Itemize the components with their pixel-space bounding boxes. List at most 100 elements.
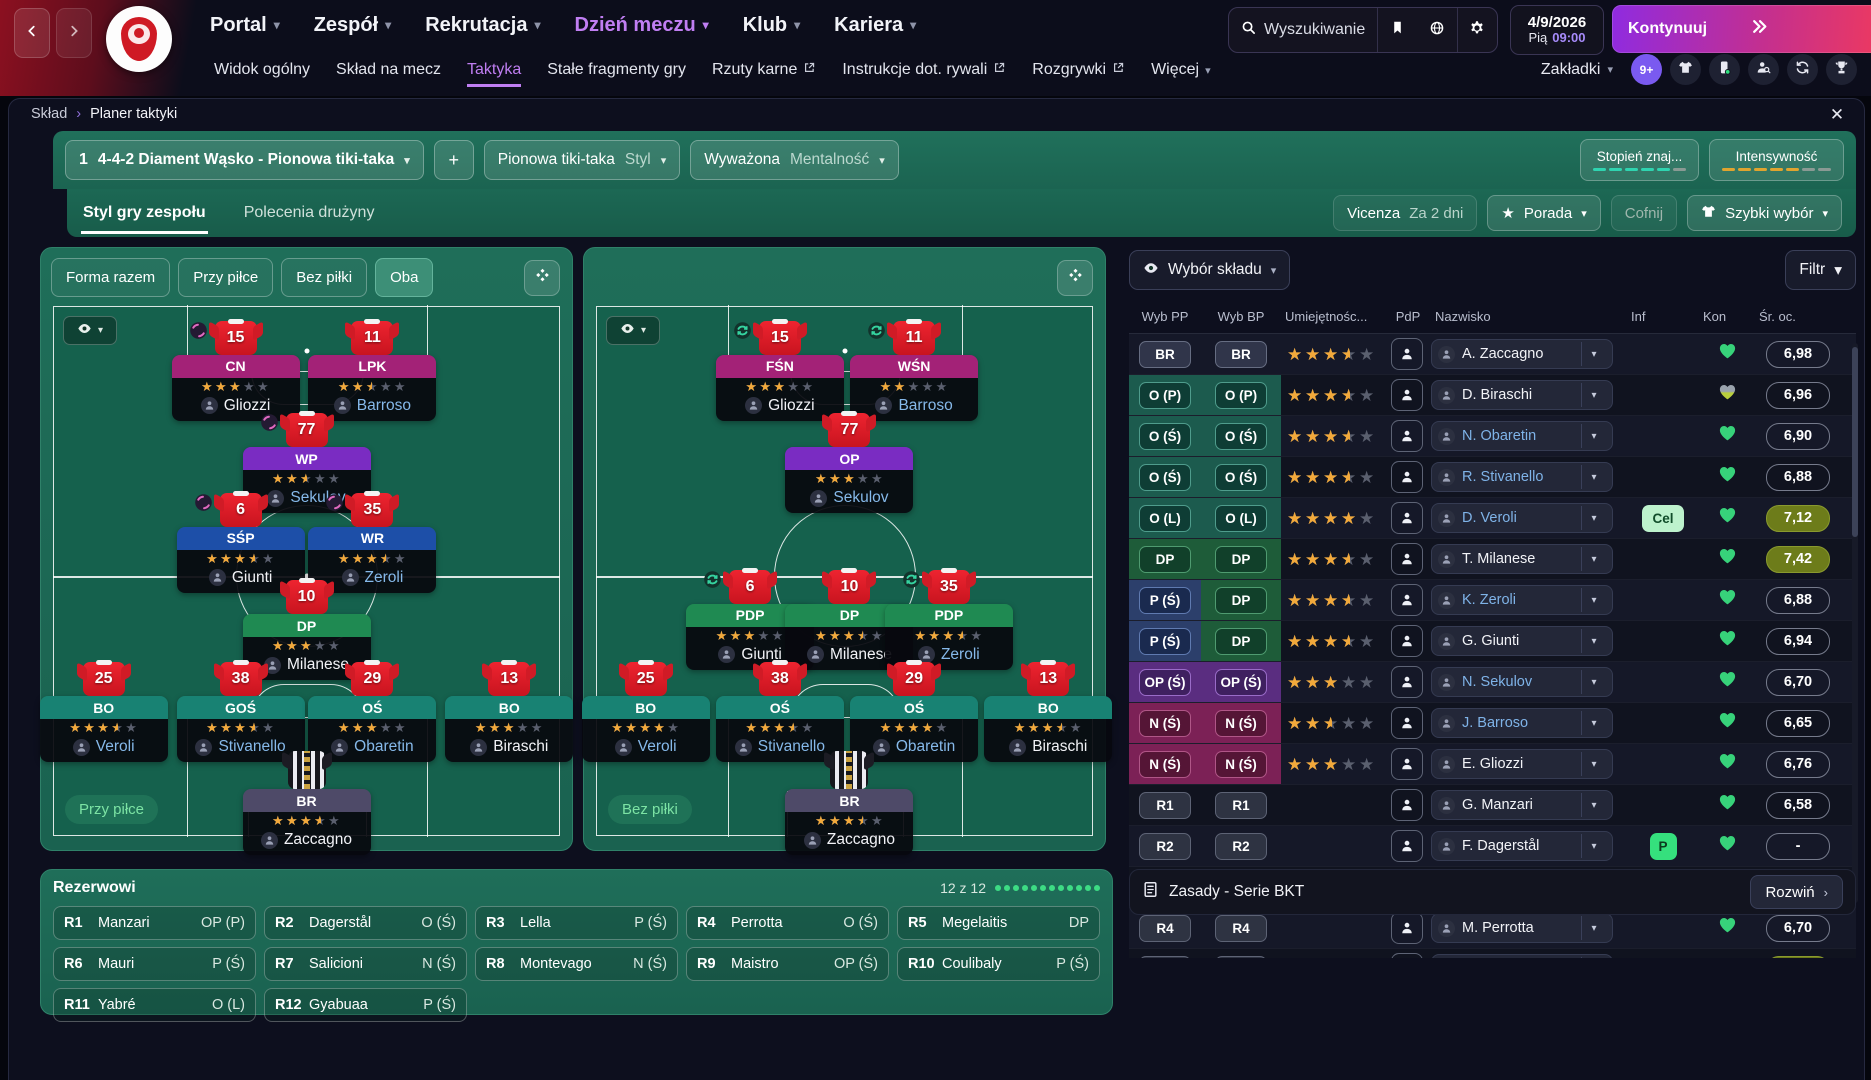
breadcrumb-squad[interactable]: Skład [31, 106, 68, 122]
scrollbar-thumb[interactable] [1852, 347, 1858, 537]
mentality-dropdown[interactable]: Wyważona Mentalność ▾ [690, 140, 899, 180]
player-detail-button[interactable] [1391, 420, 1423, 452]
player-select-dropdown[interactable]: D. Biraschi ▾ [1431, 380, 1613, 410]
subnav-item-rzuty-karne[interactable]: Rzuty karne [712, 61, 816, 87]
chevron-down-icon[interactable]: ▾ [1581, 424, 1606, 448]
position-badge[interactable]: P (Ś) [1139, 627, 1191, 655]
reserve-chip-r11[interactable]: R11 Yabré O (L) [53, 988, 256, 1022]
squad-button[interactable] [1670, 54, 1701, 85]
expand-button[interactable]: Rozwiń › [1750, 875, 1843, 909]
player-select-dropdown[interactable]: N. Obaretin ▾ [1431, 421, 1613, 451]
player-detail-button[interactable] [1391, 830, 1423, 862]
reports-button[interactable] [1709, 54, 1740, 85]
position-badge[interactable]: R5 [1215, 955, 1267, 958]
pitch-player-zaccagno[interactable]: BR★★★★★★★★★★Zaccagno [785, 751, 914, 856]
player-select-dropdown[interactable]: M. Perrotta ▾ [1431, 913, 1613, 943]
column-header-4[interactable]: PdP [1395, 308, 1421, 324]
bookmark-button[interactable] [1378, 8, 1417, 52]
player-select-dropdown[interactable]: E. Gliozzi ▾ [1431, 749, 1613, 779]
nav-item-rekrutacja[interactable]: Rekrutacja ▾ [425, 14, 540, 37]
player-select-dropdown[interactable]: J. Barroso ▾ [1431, 708, 1613, 738]
column-header-2[interactable]: Wyb BP [1217, 308, 1265, 324]
player-select-dropdown[interactable]: D. Veroli ▾ [1431, 503, 1613, 533]
chevron-down-icon[interactable]: ▾ [1581, 670, 1606, 694]
player-select-dropdown[interactable]: G. Manzari ▾ [1431, 790, 1613, 820]
nav-item-portal[interactable]: Portal ▾ [210, 14, 280, 37]
tactic-slot-dropdown[interactable]: 1 4-4-2 Diament Wąsko - Pionowa tiki-tak… [65, 140, 424, 180]
column-header-3[interactable]: Umiejętnośc... [1285, 308, 1368, 324]
position-badge[interactable]: R4 [1139, 914, 1191, 942]
position-badge[interactable]: N (Ś) [1139, 709, 1191, 737]
familiarity-button[interactable]: Stopień znaj... [1580, 139, 1699, 181]
position-badge[interactable]: R2 [1215, 832, 1267, 860]
position-badge[interactable]: O (Ś) [1215, 422, 1267, 450]
reserve-chip-r10[interactable]: R10 Coulibaly P (Ś) [897, 947, 1100, 981]
reserve-chip-r7[interactable]: R7 Salicioni N (Ś) [264, 947, 467, 981]
back-button[interactable] [14, 8, 50, 58]
subnav-item-stałe-fragmenty-gry[interactable]: Stałe fragmenty gry [547, 61, 686, 87]
position-badge[interactable]: O (L) [1215, 504, 1267, 532]
position-badge[interactable]: N (Ś) [1139, 750, 1191, 778]
reserve-chip-r12[interactable]: R12 Gyabuaa P (Ś) [264, 988, 467, 1022]
position-badge[interactable]: O (P) [1139, 381, 1191, 409]
pitch-view-button[interactable] [524, 260, 560, 296]
reserve-chip-r4[interactable]: R4 Perrotta O (Ś) [686, 906, 889, 940]
player-detail-button[interactable] [1391, 748, 1423, 780]
player-detail-button[interactable] [1391, 953, 1423, 958]
player-detail-button[interactable] [1391, 625, 1423, 657]
player-detail-button[interactable] [1391, 666, 1423, 698]
position-badge[interactable]: DP [1215, 545, 1267, 573]
chevron-down-icon[interactable]: ▾ [1581, 793, 1606, 817]
filter-forma-razem[interactable]: Forma razem [51, 258, 171, 297]
reserve-chip-r5[interactable]: R5 Megelaitis DP [897, 906, 1100, 940]
column-header-8[interactable]: Śr. oc. [1759, 308, 1796, 324]
position-badge[interactable]: BR [1215, 340, 1267, 368]
position-badge[interactable]: O (Ś) [1139, 463, 1191, 491]
reserve-chip-r6[interactable]: R6 Mauri P (Ś) [53, 947, 256, 981]
quick-pick-dropdown[interactable]: Szybki wybór ▾ [1687, 195, 1842, 231]
column-header-1[interactable]: Wyb PP [1141, 308, 1189, 324]
column-header-5[interactable]: Nazwisko [1435, 308, 1491, 324]
pitch-view-button[interactable] [1057, 260, 1093, 296]
player-select-dropdown[interactable]: A. Zaccagno ▾ [1431, 339, 1613, 369]
reserve-chip-r3[interactable]: R3 Lella P (Ś) [475, 906, 678, 940]
intensity-button[interactable]: Intensywność [1709, 139, 1844, 181]
position-badge[interactable]: P (Ś) [1139, 586, 1191, 614]
player-select-dropdown[interactable]: R. Stivanello ▾ [1431, 462, 1613, 492]
position-badge[interactable]: DP [1139, 545, 1191, 573]
next-match-button[interactable]: Vicenza Za 2 dni [1333, 195, 1478, 231]
settings-button[interactable] [1458, 8, 1497, 52]
subnav-item-rozgrywki[interactable]: Rozgrywki [1032, 61, 1125, 87]
position-badge[interactable]: R5 [1139, 955, 1191, 958]
position-badge[interactable]: N (Ś) [1215, 750, 1267, 778]
nav-item-kariera[interactable]: Kariera ▾ [834, 14, 916, 37]
player-select-dropdown[interactable]: N. Sekulov ▾ [1431, 667, 1613, 697]
bookmarks-dropdown[interactable]: Zakładki ▾ [1540, 60, 1613, 78]
position-badge[interactable]: R1 [1139, 791, 1191, 819]
chevron-down-icon[interactable]: ▾ [1581, 957, 1606, 958]
player-select-dropdown[interactable]: J. Megelaitis▾ [1431, 954, 1613, 958]
chevron-down-icon[interactable]: ▾ [1581, 588, 1606, 612]
nav-item-dzień-meczu[interactable]: Dzień meczu ▾ [575, 14, 709, 37]
tab-team-style[interactable]: Styl gry zespołu [81, 192, 208, 234]
search-input[interactable]: Wyszukiwanie [1229, 20, 1377, 40]
continue-button[interactable]: Kontynuuj [1612, 5, 1871, 53]
player-detail-button[interactable] [1391, 338, 1423, 370]
subnav-item-taktyka[interactable]: Taktyka [466, 61, 522, 87]
reserve-chip-r9[interactable]: R9 Maistro OP (Ś) [686, 947, 889, 981]
pitch-visibility-dropdown[interactable]: ▾ [606, 316, 660, 345]
player-detail-button[interactable] [1391, 502, 1423, 534]
chevron-down-icon[interactable]: ▾ [1581, 711, 1606, 735]
filter-bez-pilki[interactable]: Bez piłki [281, 258, 368, 297]
chevron-down-icon[interactable]: ▾ [1581, 547, 1606, 571]
